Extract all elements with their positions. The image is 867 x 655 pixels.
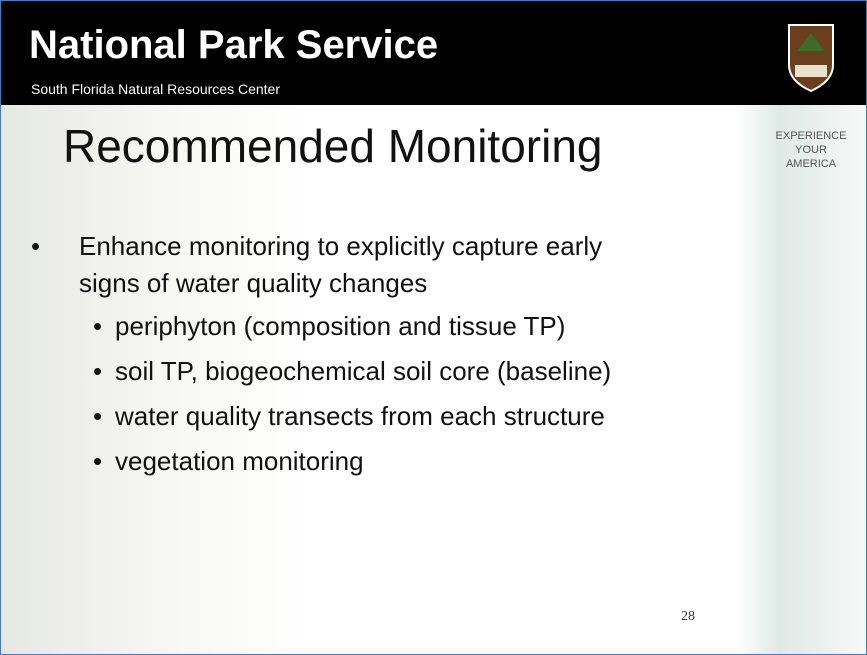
header-subtitle: South Florida Natural Resources Center xyxy=(31,81,281,97)
slide-title: Recommended Monitoring xyxy=(63,120,603,172)
subbullet-text: periphyton (composition and tissue TP) xyxy=(115,311,566,341)
header-bar: National Park Service South Florida Natu… xyxy=(1,1,866,105)
subbullet-text: vegetation monitoring xyxy=(115,446,364,476)
subbullet-dot: • xyxy=(93,401,103,431)
tagline: EXPERIENCE YOUR AMERICA xyxy=(761,129,861,171)
bullet-dot: • xyxy=(31,231,41,261)
subbullet-text: soil TP, biogeochemical soil core (basel… xyxy=(115,356,612,386)
subbullet-text: water quality transects from each struct… xyxy=(115,401,605,431)
page-number: 28 xyxy=(681,609,695,624)
subbullet-dot: • xyxy=(93,311,103,341)
tagline-line: YOUR xyxy=(795,144,827,156)
bullet-text: Enhance monitoring to explicitly capture… xyxy=(79,231,603,261)
subbullet-dot: • xyxy=(93,446,103,476)
tagline-line: EXPERIENCE xyxy=(775,130,847,142)
nps-logo xyxy=(788,24,834,93)
header-title: National Park Service xyxy=(29,23,439,67)
bullet-text: signs of water quality changes xyxy=(79,268,428,298)
subbullet-dot: • xyxy=(93,356,103,386)
tagline-line: AMERICA xyxy=(785,158,837,170)
